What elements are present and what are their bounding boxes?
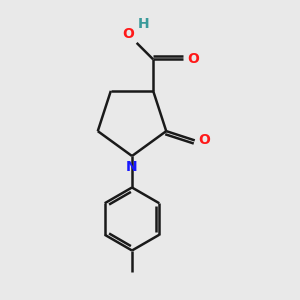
Text: O: O — [187, 52, 199, 66]
Text: N: N — [126, 160, 138, 174]
Text: H: H — [137, 17, 149, 31]
Text: O: O — [122, 27, 134, 41]
Text: O: O — [199, 134, 211, 147]
